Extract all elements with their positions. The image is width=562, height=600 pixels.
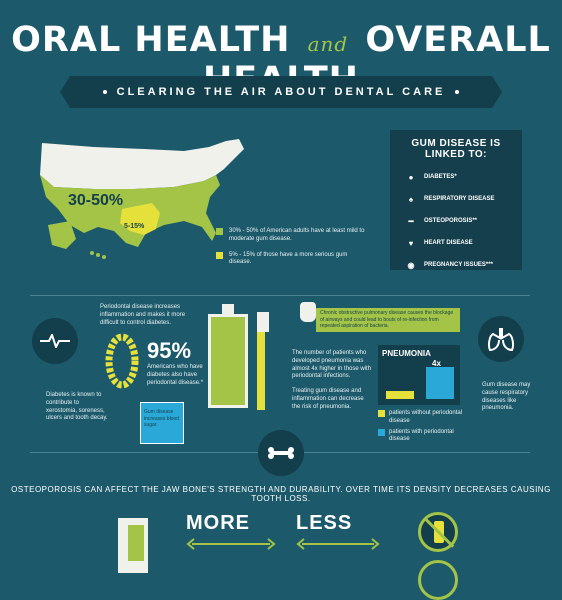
heartbeat-badge	[32, 318, 78, 364]
bar-with-periodontal	[426, 367, 454, 399]
pneumonia-treat-text: Treating gum disease and inflammation ca…	[292, 388, 364, 410]
panel-item-heart: ♥ HEART DISEASE	[390, 232, 522, 254]
diabetes-intro: Periodontal disease increases inflammati…	[100, 304, 186, 326]
map-hawaii	[90, 251, 94, 255]
bone-icon	[268, 447, 294, 459]
panel-item-label: PREGNANCY ISSUES***	[424, 262, 493, 268]
legend-text: patients without periodontal disease	[389, 410, 463, 424]
subtitle-banner: CLEARING THE AIR ABOUT DENTAL CARE	[60, 76, 502, 108]
toothbrush	[257, 316, 265, 410]
osteoporosis-text: OSTEOPOROSIS CAN AFFECT THE JAW BONE'S S…	[11, 485, 551, 503]
lungs-text: Gum disease may cause respiratory diseas…	[482, 382, 531, 412]
lungs-icon	[488, 328, 514, 352]
map-hawaii	[96, 253, 100, 257]
pneumonia-legend: patients without periodontal disease pat…	[378, 410, 468, 444]
respiratory-callout: Chronic obstructive pulmonary disease ca…	[316, 308, 460, 332]
panel-item-label: OSTEOPOROSIS**	[424, 218, 478, 224]
no-sign-icon	[418, 560, 458, 600]
toothpaste-tube	[208, 314, 248, 408]
bullet-dot	[102, 90, 107, 95]
map-north-region	[40, 139, 244, 189]
panel-item-diabetes: ● DIABETES*	[390, 166, 522, 188]
legend-text: 30% - 50% of American adults have at lea…	[229, 228, 365, 242]
legend-text: patients with periodontal disease	[389, 428, 454, 443]
lungs-icon: ♠	[408, 194, 414, 204]
panel-item-label: HEART DISEASE	[424, 240, 473, 246]
no-alcohol-icon	[418, 512, 458, 552]
legend-item: 5% - 15% of those have a more serious gu…	[216, 251, 366, 268]
panel-item-label: RESPIRATORY DISEASE	[424, 196, 495, 202]
pneumonia-chart: PNEUMONIA 4x	[378, 345, 460, 405]
diabetes-icon: ●	[408, 172, 414, 182]
panel-item-label: DIABETES*	[424, 174, 457, 180]
heart-icon: ♥	[408, 238, 414, 248]
map-legend: 30% - 50% of American adults have at lea…	[216, 228, 366, 267]
panel-title: GUM DISEASE IS LINKED TO:	[411, 138, 501, 160]
section-divider	[30, 295, 530, 296]
lungs-badge	[478, 316, 524, 362]
baby-icon: ◉	[407, 260, 415, 270]
bar-without-periodontal	[386, 391, 414, 399]
more-label: MORE	[186, 512, 250, 534]
toothpaste-cap	[222, 304, 234, 314]
title-and: and	[307, 32, 349, 56]
legend-text: 5% - 15% of those have a more serious gu…	[229, 251, 348, 266]
less-arrow-icon	[296, 538, 380, 550]
floss-text: Gum disease increases blood sugar.	[144, 409, 180, 428]
linked-conditions-panel: GUM DISEASE IS LINKED TO: ● DIABETES* ♠ RE…	[390, 130, 522, 270]
panel-item-osteoporosis: ━ OSTEOPOROSIS**	[390, 210, 522, 232]
floss-box: Gum disease increases blood sugar.	[140, 402, 184, 444]
diabetes-left-text: Diabetes is known to contribute to xeros…	[46, 392, 108, 422]
panel-item-pregnancy: ◉ PREGNANCY ISSUES***	[390, 254, 522, 276]
legend-item: 30% - 50% of American adults have at lea…	[216, 228, 366, 244]
heartbeat-icon	[40, 334, 70, 348]
pneumonia-chart-title: PNEUMONIA	[382, 349, 431, 358]
diabetes-stat: 95%	[147, 338, 192, 363]
map-alaska	[48, 221, 76, 249]
respiratory-callout-text: Chronic obstructive pulmonary disease ca…	[320, 310, 454, 329]
map-label-minor: 5-15%	[124, 223, 145, 230]
less-label: LESS	[296, 512, 353, 534]
map-label-main: 30-50%	[68, 192, 124, 209]
milk-carton-label	[128, 525, 144, 561]
panel-item-respiratory: ♠ RESPIRATORY DISEASE	[390, 188, 522, 210]
teeth-arch-icon	[105, 333, 139, 389]
legend-item: patients with periodontal disease	[378, 428, 468, 445]
diabetes-stat-text: Americans who have diabetes also have pe…	[147, 364, 204, 386]
legend-swatch-yellow	[378, 410, 385, 417]
title-part-1: ORAL HEALTH	[11, 20, 291, 60]
toothbrush-bristles	[257, 312, 269, 332]
legend-swatch-yellow	[216, 251, 223, 259]
bullet-dot	[455, 90, 460, 95]
bone-badge	[258, 430, 304, 476]
legend-item: patients without periodontal disease	[378, 410, 468, 426]
map-minor-region	[120, 203, 160, 235]
pneumonia-stat-text: The number of patients who developed pne…	[292, 350, 372, 380]
legend-swatch-green	[216, 228, 223, 235]
map-hawaii	[102, 255, 106, 259]
tooth-icon	[300, 302, 316, 322]
us-map	[40, 139, 244, 259]
bone-icon: ━	[408, 216, 414, 226]
subtitle-text: CLEARING THE AIR ABOUT DENTAL CARE	[116, 86, 446, 98]
bar-label: 4x	[432, 359, 441, 368]
legend-swatch-blue	[378, 428, 385, 436]
more-arrow-icon	[186, 538, 276, 550]
